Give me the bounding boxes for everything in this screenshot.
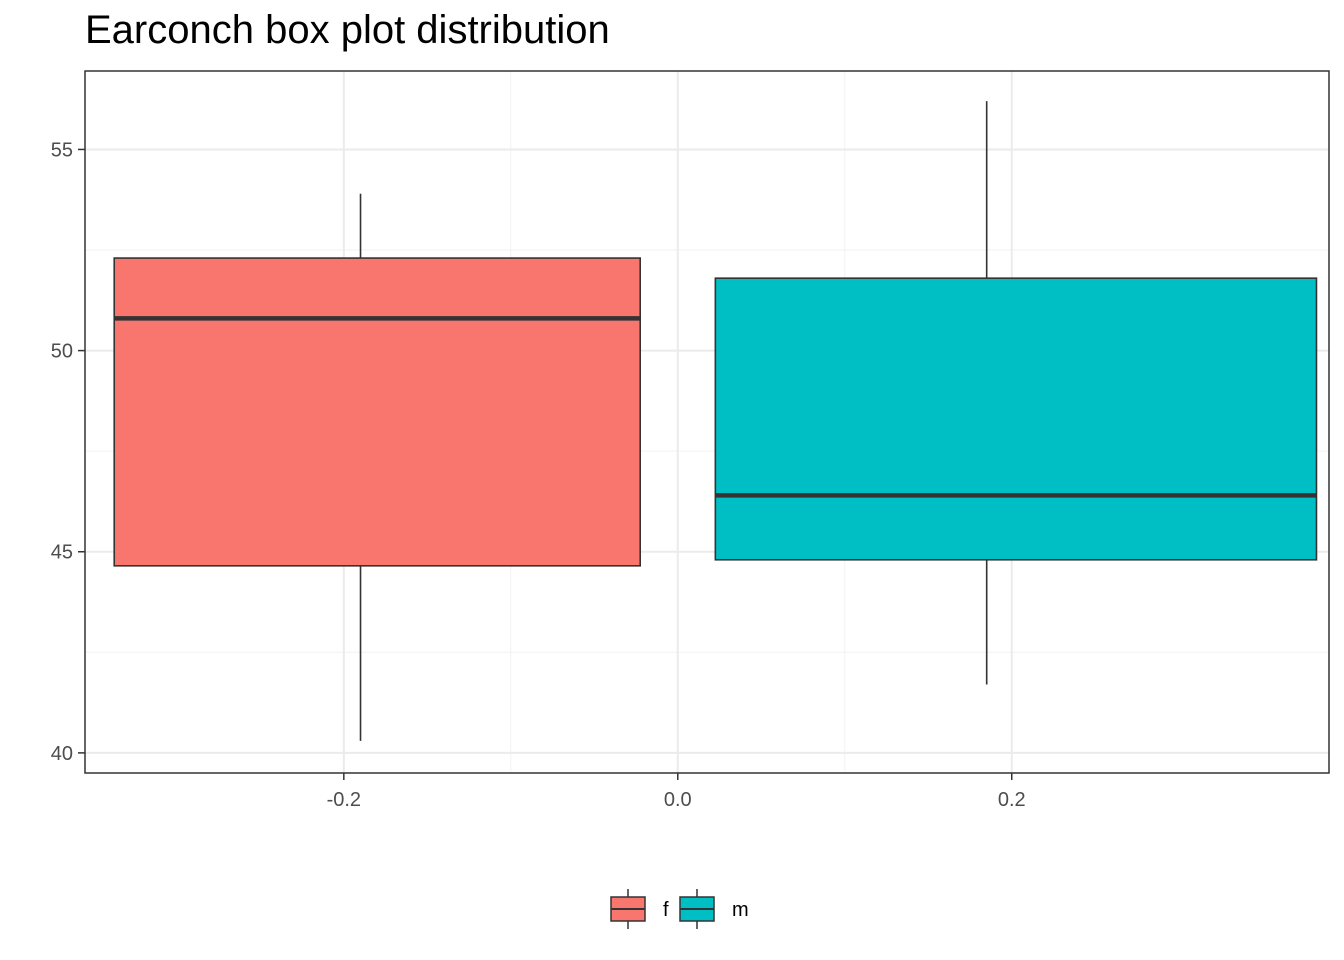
chart-title: Earconch box plot distribution xyxy=(85,8,610,52)
x-tick-label: 0.2 xyxy=(998,789,1026,811)
box-plots xyxy=(113,101,1318,741)
box-m xyxy=(714,277,1318,561)
x-tick-label: -0.2 xyxy=(327,789,361,811)
y-tick-label: 40 xyxy=(51,743,73,765)
panel-border xyxy=(84,70,1330,774)
legend-label-m: m xyxy=(732,899,749,921)
box-f xyxy=(113,257,642,567)
y-tick-label: 55 xyxy=(51,139,73,161)
y-tick-label: 45 xyxy=(51,542,73,564)
x-tick-label: 0.0 xyxy=(664,789,692,811)
y-tick-label: 50 xyxy=(51,341,73,363)
legend-label-f: f xyxy=(663,899,669,921)
axes: 40 45 50 55 -0.2 0.0 0.2 xyxy=(51,139,1026,811)
